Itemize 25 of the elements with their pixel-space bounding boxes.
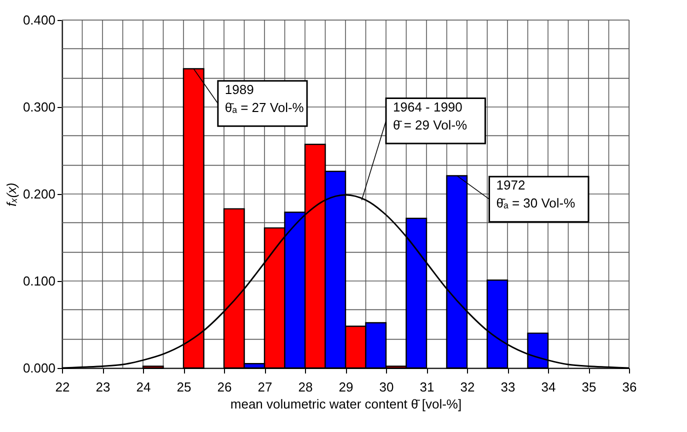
- x-tick-label: 27: [258, 380, 272, 394]
- x-tick-label: 24: [136, 380, 151, 394]
- y-axis-title: fₓ(x): [4, 182, 19, 206]
- annotation: 1964 - 1990 θ̄ = 29 Vol-%: [393, 99, 468, 132]
- y-tick-label: 0.200: [22, 186, 56, 202]
- x-tick-label: 31: [420, 380, 434, 394]
- x-tick-label: 34: [541, 380, 556, 394]
- y-tick-label: 0.000: [22, 360, 56, 376]
- x-tick-label: 26: [217, 380, 232, 394]
- x-tick-label: 32: [460, 380, 475, 394]
- annotation: 1972 θ̄ₐ = 30 Vol-%: [496, 178, 576, 211]
- x-tick-label: 33: [500, 380, 516, 394]
- x-tick-label: 35: [582, 380, 596, 394]
- x-tick-label: 36: [622, 380, 637, 394]
- x-axis-title: mean volumetric water content θ̄ [vol-%]: [230, 396, 462, 412]
- x-tick-label: 28: [298, 380, 313, 394]
- x-tick-label: 29: [338, 380, 354, 394]
- annotation: 1989 θ̄ₐ = 27 Vol-%: [224, 82, 304, 115]
- y-tick-label: 0.300: [22, 100, 56, 114]
- y-tick-label: 0.100: [22, 274, 56, 288]
- x-tick-label: 23: [96, 380, 110, 394]
- x-tick-label: 22: [55, 380, 70, 394]
- x-tick-label: 25: [176, 380, 192, 394]
- y-tick-label: 0.400: [22, 12, 56, 28]
- x-tick-label: 30: [379, 380, 394, 394]
